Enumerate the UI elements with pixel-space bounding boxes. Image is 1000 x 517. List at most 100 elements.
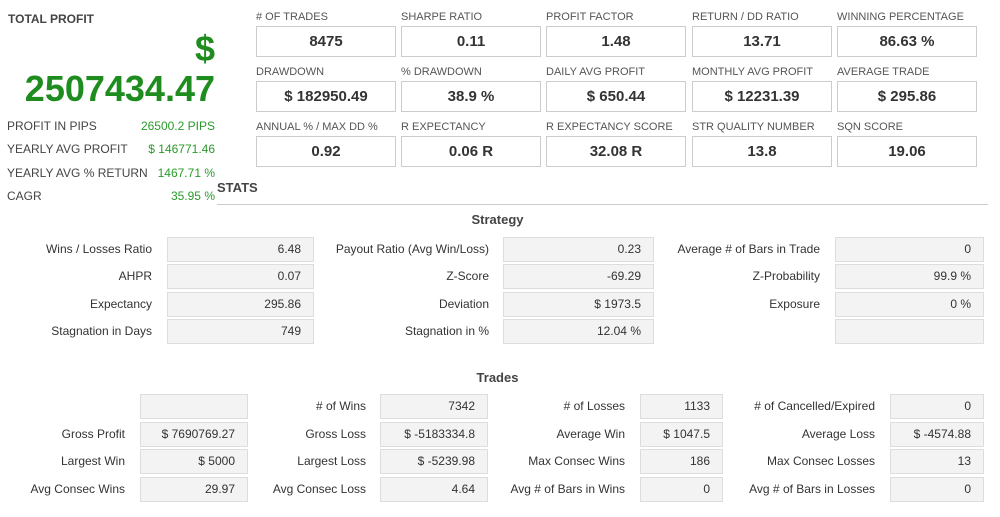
stat-box: 0.23 <box>503 237 654 262</box>
metric-label: # OF TRADES <box>256 11 328 23</box>
stat-label: Z-Score <box>446 269 489 284</box>
stat-label: Avg Consec Wins <box>30 481 125 496</box>
metric-box: 38.9 % <box>401 81 541 112</box>
metric-box: 19.06 <box>837 136 977 167</box>
stat-label: Stagnation in % <box>404 323 489 338</box>
currency-sign: $ <box>194 28 215 69</box>
total-profit-title: TOTAL PROFIT <box>8 12 94 26</box>
metric-label: RETURN / DD RATIO <box>692 11 799 23</box>
metric-label: SQN SCORE <box>837 121 904 133</box>
stat-label: Avg Consec Loss <box>272 481 366 496</box>
stat-box: $ 1047.5 <box>640 421 723 447</box>
stat-label: Avg # of Bars in Losses <box>749 481 875 496</box>
metric-label: WINNING PERCENTAGE <box>837 11 964 23</box>
stat-box: 99.9 % <box>835 264 984 290</box>
stat-box: 13 <box>890 449 984 475</box>
metric-box: 0.06 R <box>401 136 541 167</box>
summary-value: 35.95 % <box>170 188 215 203</box>
metric-label: ANNUAL % / MAX DD % <box>256 121 378 133</box>
divider <box>217 204 988 205</box>
stat-box: 4.64 <box>380 476 488 502</box>
summary-value: 26500.2 PIPS <box>140 119 215 133</box>
stat-box: 29.97 <box>140 476 248 502</box>
metric-box: $ 650.44 <box>546 81 686 112</box>
stat-label: Z-Probability <box>752 269 820 284</box>
stat-box: $ 5000 <box>140 449 248 475</box>
stat-label: # of Wins <box>315 399 366 413</box>
metric-box: 13.71 <box>692 26 832 57</box>
stat-box <box>835 318 984 344</box>
metric-label: R EXPECTANCY SCORE <box>546 121 673 133</box>
metric-box: 0.11 <box>401 26 541 57</box>
metric-box: 0.92 <box>256 136 396 167</box>
stat-box: 0 <box>890 394 984 419</box>
metric-box: 32.08 R <box>546 136 686 167</box>
metric-label: % DRAWDOWN <box>401 66 482 78</box>
stat-box: -69.29 <box>503 264 654 290</box>
stat-label: Average Win <box>556 426 625 441</box>
metric-label: DRAWDOWN <box>256 66 325 78</box>
stat-label: Payout Ratio (Avg Win/Loss) <box>335 242 489 256</box>
stat-label: # of Cancelled/Expired <box>754 399 875 413</box>
metric-label: DAILY AVG PROFIT <box>546 66 646 78</box>
stat-box: 6.48 <box>167 237 314 262</box>
stat-box: $ -5183334.8 <box>380 421 488 447</box>
summary-label: CAGR <box>7 188 42 203</box>
stat-box: $ -5239.98 <box>380 449 488 475</box>
stat-box: 0 <box>835 237 984 262</box>
stat-box: 0.07 <box>167 264 314 290</box>
metric-box: 13.8 <box>692 136 832 167</box>
section-title: Trades <box>476 370 519 385</box>
stat-box: 0 <box>890 476 984 502</box>
summary-value: $ 146771.46 <box>148 142 215 157</box>
stats-title: STATS <box>217 180 258 195</box>
metric-label: AVERAGE TRADE <box>837 66 930 78</box>
stat-box: $ 7690769.27 <box>140 421 248 447</box>
total-profit-value: 2507434.47 <box>24 68 215 109</box>
stat-label: Expectancy <box>89 296 152 311</box>
summary-value: 1467.71 % <box>157 165 215 180</box>
stat-label: Wins / Losses Ratio <box>45 242 152 256</box>
stat-box: $ -4574.88 <box>890 421 984 447</box>
stat-label: Average # of Bars in Trade <box>677 242 820 256</box>
metric-label: STR QUALITY NUMBER <box>692 121 815 133</box>
stat-box: 0 % <box>835 291 984 317</box>
stat-box: 1133 <box>640 394 723 419</box>
stat-box <box>140 394 248 419</box>
metric-label: PROFIT FACTOR <box>546 11 634 23</box>
stat-box: 749 <box>167 318 314 344</box>
stat-label: Gross Loss <box>305 426 366 441</box>
metric-label: MONTHLY AVG PROFIT <box>692 66 814 78</box>
metric-box: 8475 <box>256 26 396 57</box>
stat-label: # of Losses <box>563 399 625 413</box>
stat-label: Max Consec Losses <box>766 454 875 469</box>
stat-box: 186 <box>640 449 723 475</box>
summary-label: PROFIT IN PIPS <box>7 119 97 133</box>
metric-box: $ 182950.49 <box>256 81 396 112</box>
stat-box: 12.04 % <box>503 318 654 344</box>
summary-label: YEARLY AVG PROFIT <box>7 142 128 157</box>
metric-box: 1.48 <box>546 26 686 57</box>
stat-label: Avg # of Bars in Wins <box>510 481 626 496</box>
metric-label: SHARPE RATIO <box>401 11 483 23</box>
stat-label: Max Consec Wins <box>528 454 625 469</box>
metric-box: $ 12231.39 <box>692 81 832 112</box>
stat-box: 0 <box>640 476 723 502</box>
stat-box: 7342 <box>380 394 488 419</box>
stat-box: $ 1973.5 <box>503 291 654 317</box>
stat-box: 295.86 <box>167 291 314 317</box>
stat-label: Largest Win <box>60 454 125 469</box>
metric-label: R EXPECTANCY <box>401 121 486 133</box>
stat-label: Deviation <box>438 296 489 311</box>
summary-label: YEARLY AVG % RETURN <box>7 165 148 180</box>
stat-label: Average Loss <box>801 426 875 441</box>
metric-box: 86.63 % <box>837 26 977 57</box>
stat-label: Stagnation in Days <box>51 323 152 338</box>
section-title: Strategy <box>471 212 524 227</box>
stat-label: Gross Profit <box>61 426 125 441</box>
metric-box: $ 295.86 <box>837 81 977 112</box>
stat-label: AHPR <box>118 269 152 284</box>
stat-label: Largest Loss <box>297 454 366 469</box>
stat-label: Exposure <box>769 296 820 311</box>
